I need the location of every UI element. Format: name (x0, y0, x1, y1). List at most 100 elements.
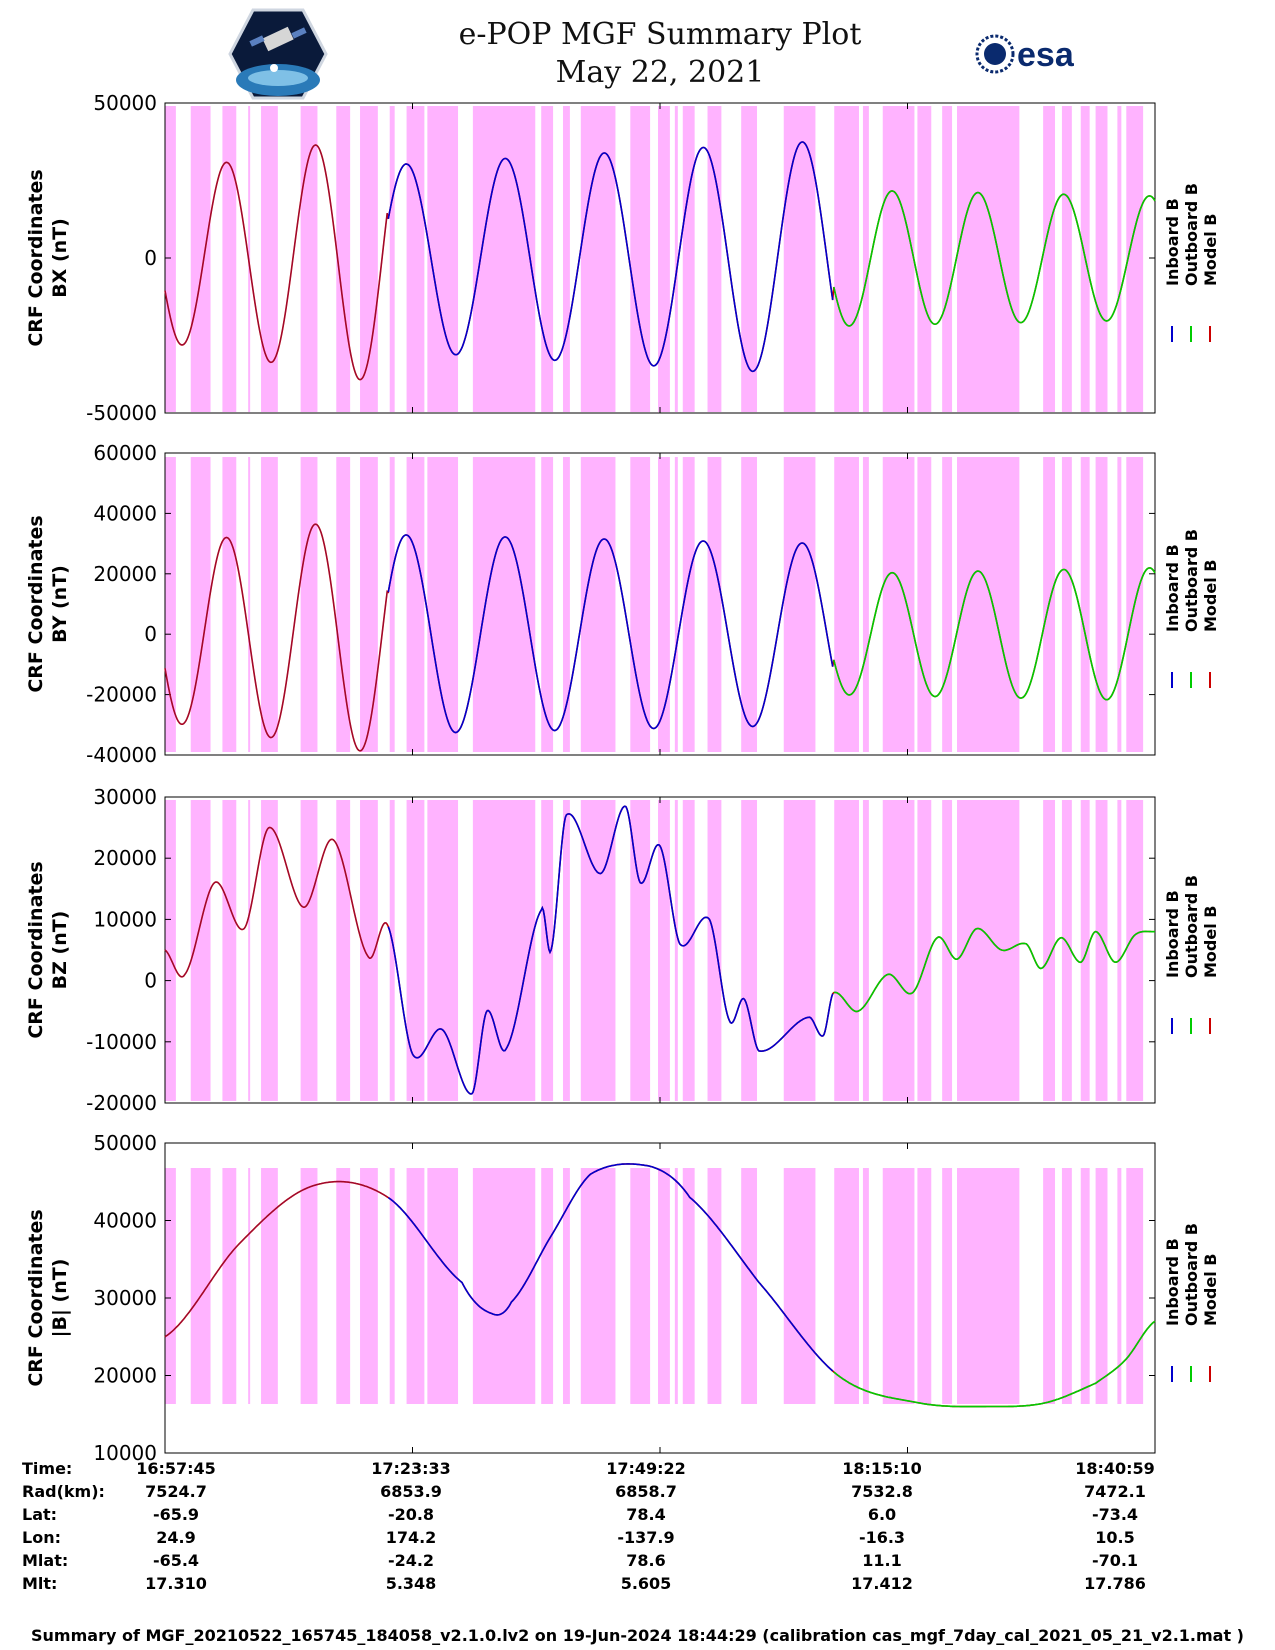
shade-band (674, 1168, 678, 1404)
y-tick-label: 30000 (93, 1286, 157, 1310)
shade-band (580, 457, 616, 752)
shade-band (882, 457, 915, 752)
shade-band (658, 106, 670, 412)
legend-label: Inboard B (1163, 544, 1182, 632)
shade-band (674, 106, 678, 412)
shade-band (222, 106, 237, 412)
shade-band (783, 106, 816, 412)
shade-band (862, 457, 869, 752)
ephem-value: 17:23:33 (371, 1459, 451, 1478)
ephem-value: -24.2 (387, 1551, 435, 1570)
esa-logo: esa (975, 34, 1075, 74)
y-axis-label: CRF Coordinates |B| (nT) (25, 1209, 71, 1386)
shade-band (1080, 457, 1090, 752)
shade-band (248, 1168, 251, 1404)
shade-band (190, 457, 211, 752)
shade-band (190, 106, 211, 412)
ephem-value: -16.3 (858, 1528, 906, 1547)
y-tick-label: 60000 (93, 441, 157, 465)
y-tick-label: -40000 (86, 743, 157, 767)
y-tick-label: 30000 (93, 785, 157, 809)
shade-band (957, 457, 1020, 752)
panel-b: 10000 20000 30000 40000 50000 CRF Coordinates… (25, 1131, 1220, 1465)
legend-label: Outboard B (1182, 1223, 1201, 1326)
shade-band (165, 106, 176, 412)
series-inboard-b (387, 1163, 834, 1372)
shade-band (562, 457, 570, 752)
y-tick-label: -10000 (86, 1030, 157, 1054)
shade-band (261, 457, 278, 752)
shade-band (360, 106, 378, 412)
shade-band (1117, 457, 1122, 752)
shade-band (1117, 800, 1122, 1101)
shade-band (783, 457, 816, 752)
ephem-value: 7524.7 (145, 1482, 207, 1501)
ephem-value: 5.348 (385, 1574, 437, 1593)
shade-band (658, 457, 670, 752)
ephem-row-label: Lat: (22, 1505, 58, 1524)
shade-band (741, 106, 758, 412)
esa-logo-text: esa (1017, 36, 1075, 74)
shade-band (834, 457, 859, 752)
shade-band (406, 457, 425, 752)
legend-label: Model B (1201, 906, 1220, 978)
shade-band (630, 106, 651, 412)
shade-band (190, 1168, 211, 1404)
legend-label: Outboard B (1182, 529, 1201, 632)
shade-band (707, 800, 722, 1101)
y-tick-label: 20000 (93, 1364, 157, 1388)
legend-label: Outboard B (1182, 875, 1201, 978)
shade-band (862, 1168, 869, 1404)
shade-band (562, 1168, 570, 1404)
shade-band (834, 800, 859, 1101)
shade-band (1061, 800, 1072, 1101)
shade-band (360, 800, 378, 1101)
shade-band (707, 457, 722, 752)
shade-band (658, 800, 670, 1101)
footer-caption: Summary of MGF_20210522_165745_184058_v2… (31, 1626, 1244, 1645)
legend-label: Outboard B (1182, 183, 1201, 286)
shade-band (300, 800, 318, 1101)
y-tick-label: -20000 (86, 1091, 157, 1115)
ephem-row-label: Time: (22, 1459, 73, 1478)
legend-label: Inboard B (1163, 1238, 1182, 1326)
shade-band (917, 457, 932, 752)
shade-band (427, 106, 459, 412)
shade-band (1126, 1168, 1144, 1404)
shade-band (389, 800, 395, 1101)
series-inboard-early (164, 523, 388, 752)
y-tick-label: 40000 (93, 1209, 157, 1233)
shade-band (541, 1168, 554, 1404)
shade-band (472, 800, 536, 1101)
shade-band (190, 800, 211, 1101)
y-tick-label: 0 (144, 622, 157, 646)
page-title: e-POP MGF Summary Plot May 22, 2021 (400, 16, 920, 92)
shade-band (1095, 457, 1108, 752)
shade-band (300, 106, 318, 412)
shade-band (261, 106, 278, 412)
shade-band (336, 106, 351, 412)
shade-band (165, 800, 176, 1101)
y-tick-label: -50000 (86, 401, 157, 425)
panel-bx: -50000 0 50000 CRF Coordinates BX (nT) Inboar… (25, 91, 1220, 425)
ephem-value: 78.6 (626, 1551, 666, 1570)
shade-band (917, 1168, 932, 1404)
ephem-value: 17.786 (1084, 1574, 1146, 1593)
shade-band (882, 106, 915, 412)
shade-band (406, 1168, 425, 1404)
shade-band (630, 800, 651, 1101)
shade-band (1043, 1168, 1056, 1404)
shade-band (427, 1168, 459, 1404)
y-axis-label: CRF Coordinates BX (nT) (25, 169, 71, 346)
shade-band (472, 106, 536, 412)
shade-band (300, 1168, 318, 1404)
ephem-value: -73.4 (1091, 1505, 1139, 1524)
panel-by: -40000 -20000 0 20000 40000 60000 CRF Coordina… (25, 441, 1220, 767)
shade-band (674, 457, 678, 752)
shade-band (957, 800, 1020, 1101)
shade-band (580, 800, 616, 1101)
ephem-value: 17.310 (145, 1574, 207, 1593)
shade-band (336, 457, 351, 752)
shade-band (580, 1168, 616, 1404)
shade-band (658, 1168, 670, 1404)
